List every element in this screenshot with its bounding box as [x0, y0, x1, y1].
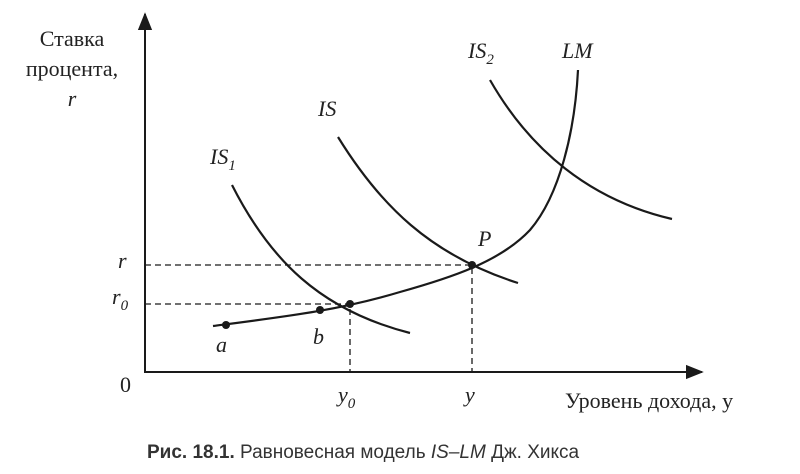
caption: Рис. 18.1. Равновесная модель IS–LM Дж. …	[147, 442, 580, 463]
y-label: r	[68, 86, 77, 111]
r-guide	[145, 264, 473, 372]
y0-label: y0	[336, 382, 356, 412]
y-label: Ставка	[40, 26, 105, 51]
r0-label: r0	[112, 284, 129, 314]
point-b	[316, 306, 324, 314]
point-e0	[346, 300, 354, 308]
y-label: процента,	[26, 56, 118, 81]
lm-curve	[212, 69, 580, 328]
r-label: r	[118, 248, 127, 273]
x-label: Уровень дохода, y	[565, 388, 733, 413]
p-label: P	[477, 226, 491, 251]
point-p	[468, 261, 476, 269]
is1-curve	[231, 184, 411, 335]
y-level-label: y	[463, 382, 475, 407]
point-a	[222, 321, 230, 329]
is1-label: IS1	[209, 144, 236, 174]
is-curve	[337, 136, 519, 285]
lm-label: LM	[561, 38, 594, 63]
b-label: b	[313, 324, 324, 349]
a-label: a	[216, 332, 227, 357]
is2-label: IS2	[467, 38, 494, 68]
is2-curve	[489, 79, 673, 221]
origin-label: 0	[120, 372, 131, 397]
is-label: IS	[317, 96, 336, 121]
